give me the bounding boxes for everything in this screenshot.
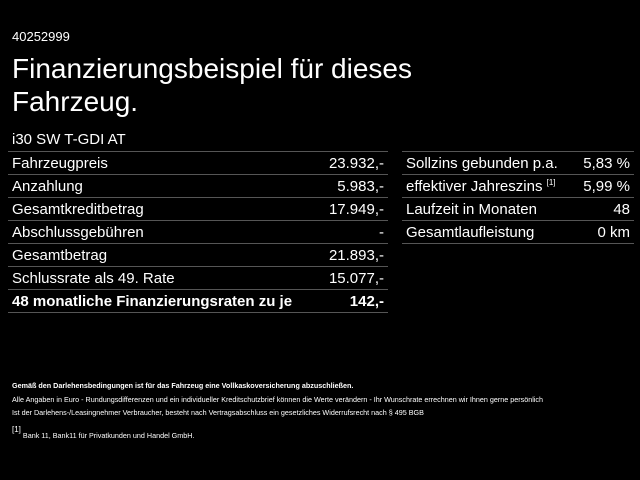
row-label-text: effektiver Jahreszins	[406, 177, 543, 195]
row-label: Sollzins gebunden p.a.	[402, 151, 575, 175]
table-row: Gesamtkreditbetrag 17.949,-	[8, 197, 388, 221]
row-label-text: Fahrzeugpreis	[12, 154, 108, 172]
table-row: Gesamtbetrag 21.893,-	[8, 243, 388, 267]
table-row: Schlussrate als 49. Rate 15.077,-	[8, 266, 388, 290]
row-label-text: Gesamtlaufleistung	[406, 223, 535, 241]
table-row: Sollzins gebunden p.a. 5,83 %	[402, 151, 634, 175]
model-name: i30 SW T-GDI AT	[12, 131, 126, 148]
row-label-text: 48 monatliche Finanzierungsraten zu je	[12, 292, 293, 310]
legal-notes: Gemäß den Darlehensbedingungen ist für d…	[12, 379, 632, 442]
footnote: [1] Bank 11, Bank11 für Privatkunden und…	[12, 423, 632, 442]
footnote-text: Bank 11, Bank11 für Privatkunden und Han…	[22, 431, 195, 440]
row-label: Schlussrate als 49. Rate	[8, 266, 320, 290]
interest-table: Sollzins gebunden p.a. 5,83 % effektiver J…	[402, 151, 634, 244]
row-label-text: Gesamtbetrag	[12, 246, 108, 264]
row-label: Anzahlung	[8, 174, 320, 198]
row-value: 17.949,-	[319, 197, 388, 221]
footnote-mark: [1]	[12, 425, 21, 434]
row-label: Gesamtkreditbetrag	[8, 197, 320, 221]
row-value: 21.893,-	[319, 243, 388, 267]
row-value: 0 km	[574, 220, 634, 244]
insurance-note: Gemäß den Darlehensbedingungen ist für d…	[12, 381, 354, 390]
row-label-text: Sollzins gebunden p.a.	[406, 154, 558, 172]
row-label: Laufzeit in Monaten	[402, 197, 575, 221]
row-label: Fahrzeugpreis	[8, 151, 320, 175]
row-label: effektiver Jahreszins [1]	[402, 174, 575, 198]
footnote-ref: [1]	[546, 177, 556, 187]
table-row: 48 monatliche Finanzierungsraten zu je 14…	[8, 289, 388, 313]
row-label: Abschlussgebühren	[8, 220, 320, 244]
row-label: Gesamtlaufleistung	[402, 220, 575, 244]
table-row: Gesamtlaufleistung 0 km	[402, 220, 634, 244]
row-label-text: Gesamtkreditbetrag	[12, 200, 144, 218]
table-row: Abschlussgebühren -	[8, 220, 388, 244]
row-value: 5,99 %	[574, 174, 634, 198]
row-value: 5.983,-	[319, 174, 388, 198]
row-label: 48 monatliche Finanzierungsraten zu je	[8, 289, 320, 313]
row-value: -	[319, 220, 388, 244]
row-value: 15.077,-	[319, 266, 388, 290]
row-label-text: Laufzeit in Monaten	[406, 200, 537, 218]
page-title: Finanzierungsbeispiel für dieses Fahrzeu…	[12, 53, 412, 117]
financing-table: Fahrzeugpreis 23.932,- Anzahlung 5.983,- Ges…	[8, 151, 388, 313]
row-label: Gesamtbetrag	[8, 243, 320, 267]
row-label-text: Schlussrate als 49. Rate	[12, 269, 175, 287]
row-value: 23.932,-	[319, 151, 388, 175]
row-label-text: Anzahlung	[12, 177, 83, 195]
row-value: 142,-	[319, 289, 388, 313]
row-value: 5,83 %	[574, 151, 634, 175]
table-row: effektiver Jahreszins [1] 5,99 %	[402, 174, 634, 198]
table-row: Laufzeit in Monaten 48	[402, 197, 634, 221]
vehicle-id: 40252999	[12, 29, 70, 44]
table-row: Anzahlung 5.983,-	[8, 174, 388, 198]
row-label-text: Abschlussgebühren	[12, 223, 144, 241]
note-line-2: Ist der Darlehens-/Leasingnehmer Verbrau…	[12, 408, 424, 417]
table-row: Fahrzeugpreis 23.932,-	[8, 151, 388, 175]
note-line-1: Alle Angaben in Euro - Rundungsdifferenz…	[12, 395, 543, 404]
row-value: 48	[574, 197, 634, 221]
